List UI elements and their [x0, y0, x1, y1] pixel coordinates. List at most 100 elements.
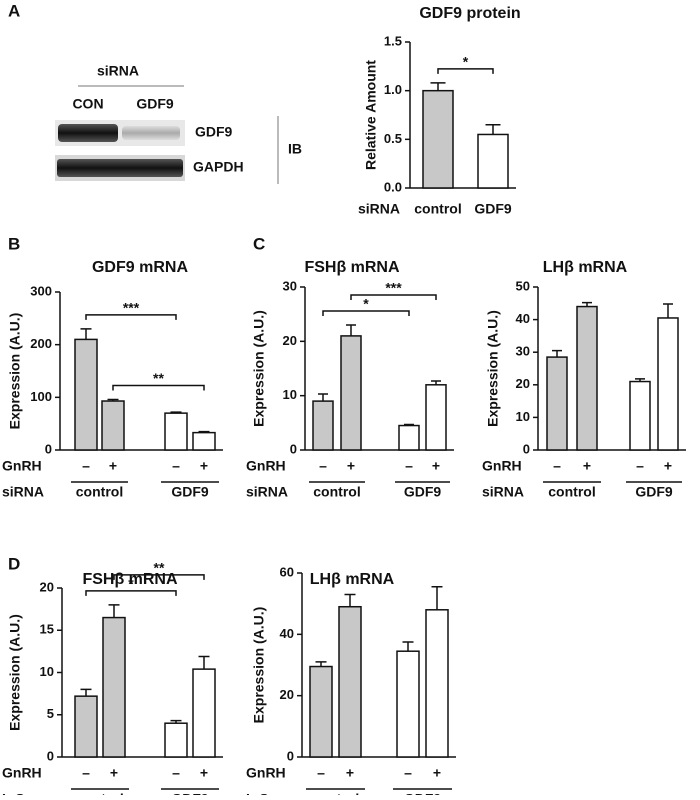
- treatment-label: +: [200, 458, 208, 474]
- treatment-label: –: [319, 458, 327, 474]
- significance-label: ***: [385, 280, 402, 296]
- error-bar: [170, 411, 182, 414]
- y-tick-label: 300: [30, 283, 52, 298]
- significance-label: ***: [123, 300, 140, 316]
- treatment-label: –: [553, 458, 561, 474]
- bar: [422, 89, 454, 189]
- bar: [477, 133, 509, 189]
- bar: [102, 616, 126, 758]
- significance-label: *: [363, 296, 369, 312]
- error-bar: [108, 604, 120, 618]
- error-bar: [318, 393, 328, 402]
- x-tick-label: GDF9: [474, 201, 512, 217]
- error-bar: [198, 655, 210, 670]
- error-bar: [430, 82, 446, 91]
- group-label: GDF9: [635, 484, 673, 500]
- y-axis-label: Relative Amount: [363, 60, 379, 170]
- error-bar: [431, 380, 441, 385]
- bar: [164, 722, 188, 758]
- error-bar: [485, 123, 501, 135]
- row-label: GnRH: [2, 458, 42, 474]
- y-axis-label: Expression (A.U.): [251, 310, 267, 427]
- y-tick-label: 10: [40, 664, 54, 679]
- y-tick-label: 50: [516, 278, 530, 293]
- group-label: GDF9: [404, 484, 442, 500]
- treatment-label: +: [346, 765, 354, 781]
- group-label: GDF9: [171, 484, 209, 500]
- treatment-label: –: [82, 458, 90, 474]
- panel-label: A: [8, 1, 20, 20]
- treatment-label: +: [583, 458, 591, 474]
- y-axis-label: Expression (A.U.): [251, 607, 267, 724]
- y-tick-label: 20: [283, 333, 297, 348]
- row-label: siRNA: [482, 484, 524, 500]
- error-bar: [663, 303, 673, 318]
- error-bar: [198, 430, 210, 433]
- group-label: control: [76, 791, 123, 795]
- x-axis-label: siRNA: [358, 201, 400, 217]
- chart-title: FSHβ mRNA: [304, 259, 400, 276]
- chart-title: LHβ mRNA: [543, 259, 628, 276]
- bar: [576, 305, 598, 451]
- significance-bracket: [322, 310, 410, 317]
- y-tick-label: 20: [516, 376, 530, 391]
- lane-label: GDF9: [136, 96, 174, 112]
- error-bar: [552, 349, 562, 358]
- x-tick-label: control: [414, 201, 461, 217]
- y-tick-label: 30: [283, 278, 297, 293]
- group-label: GDF9: [171, 791, 209, 795]
- error-bar: [346, 324, 356, 336]
- y-tick-label: 0.5: [384, 131, 402, 146]
- row-label: GnRH: [246, 765, 286, 781]
- group-label: control: [548, 484, 595, 500]
- error-bar: [404, 423, 414, 426]
- significance-label: *: [463, 54, 469, 70]
- error-bar: [344, 593, 356, 607]
- y-tick-label: 10: [516, 409, 530, 424]
- significance-label: **: [154, 560, 165, 576]
- y-tick-label: 100: [30, 389, 52, 404]
- treatment-label: +: [433, 765, 441, 781]
- y-tick-label: 1.5: [384, 33, 402, 48]
- treatment-label: +: [200, 765, 208, 781]
- y-tick-label: 10: [283, 387, 297, 402]
- significance-bracket: [112, 384, 205, 391]
- y-tick-label: 0: [47, 748, 54, 763]
- bar: [425, 384, 447, 451]
- bar: [309, 665, 333, 758]
- lane-label: CON: [72, 96, 103, 112]
- treatment-label: +: [347, 458, 355, 474]
- y-tick-label: 15: [40, 622, 54, 637]
- row-label: siRNA: [246, 484, 288, 500]
- significance-bracket: [350, 294, 437, 301]
- bar: [192, 431, 216, 451]
- bar: [396, 650, 420, 758]
- group-label: control: [313, 484, 360, 500]
- y-tick-label: 40: [516, 311, 530, 326]
- treatment-label: +: [110, 765, 118, 781]
- band-label: GAPDH: [193, 159, 244, 175]
- blot-band: [58, 124, 118, 142]
- row-label: IgG: [2, 791, 25, 795]
- y-tick-label: 0: [45, 441, 52, 456]
- y-tick-label: 200: [30, 336, 52, 351]
- error-bar: [635, 378, 645, 382]
- y-axis-label: Expression (A.U.): [7, 313, 23, 430]
- panel-label: C: [253, 234, 265, 253]
- row-label: GnRH: [2, 765, 42, 781]
- error-bar: [170, 719, 182, 724]
- significance-bracket: [85, 590, 177, 596]
- bar: [629, 380, 651, 451]
- group-label: GDF9: [404, 791, 442, 795]
- treatment-label: –: [82, 765, 90, 781]
- blot-header: siRNA: [97, 63, 139, 79]
- bar: [546, 356, 568, 451]
- error-bar: [431, 586, 443, 610]
- treatment-label: +: [432, 458, 440, 474]
- group-label: control: [312, 791, 359, 795]
- bar: [192, 668, 216, 758]
- bar: [312, 400, 334, 451]
- y-tick-label: 0: [287, 748, 294, 763]
- treatment-label: –: [172, 458, 180, 474]
